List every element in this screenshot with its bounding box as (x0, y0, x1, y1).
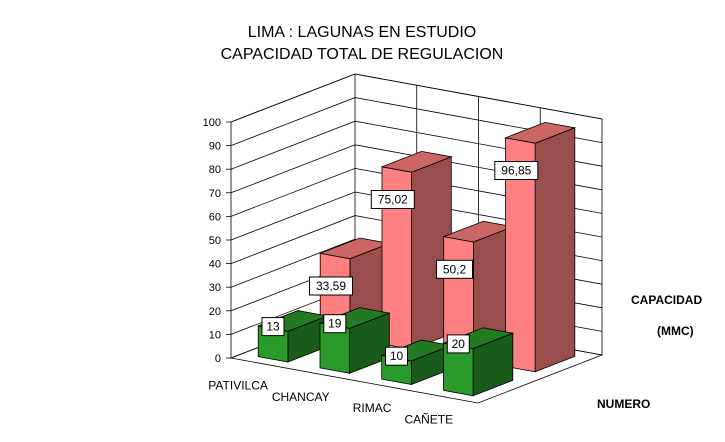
data-label-box (309, 276, 353, 296)
category-label: CAÑETE (404, 412, 453, 426)
bar-side (534, 127, 576, 373)
y-tick-label: 40 (209, 259, 221, 271)
bar-top (380, 150, 453, 173)
data-label-box (261, 317, 285, 337)
y-tick-label: 90 (209, 141, 221, 153)
category-label: PATIVILCA (208, 379, 268, 393)
chart-subtitle: CAPACIDAD TOTAL DE REGULACION (221, 46, 504, 63)
y-tick-label: 50 (209, 235, 221, 247)
series-label-numero: NUMERO (597, 397, 650, 411)
y-tick-label: 80 (209, 164, 221, 176)
y-tick-label: 100 (203, 117, 221, 129)
data-label: 75,02 (378, 193, 408, 207)
data-label-box (323, 314, 347, 334)
bar-top (504, 121, 577, 144)
data-label-box (494, 161, 539, 180)
data-label: 13 (266, 320, 280, 334)
data-label-box (446, 334, 470, 354)
y-tick-label: 0 (215, 353, 221, 365)
data-label: 96,85 (501, 164, 531, 178)
data-label: 33,59 (316, 279, 346, 293)
gridline (230, 97, 603, 146)
data-label-box (370, 190, 415, 209)
y-tick-label: 10 (209, 329, 221, 341)
gridline (230, 73, 603, 123)
category-label: CHANCAY (272, 390, 330, 404)
data-label: 50,2 (443, 262, 467, 276)
data-label-box (385, 346, 408, 366)
category-label: RIMAC (353, 401, 392, 415)
chart-title: LIMA : LAGUNAS EN ESTUDIO (248, 24, 477, 41)
y-tick-label: 20 (209, 306, 221, 318)
series-label-capacidad: CAPACIDAD (631, 293, 702, 307)
y-tick-label: 60 (209, 211, 221, 223)
y-tick-label: 30 (209, 282, 221, 294)
series-label-mmc: (MMC) (657, 324, 694, 338)
data-label: 20 (452, 337, 466, 351)
data-label: 10 (390, 349, 404, 363)
data-label: 19 (328, 317, 342, 331)
data-label-box (436, 259, 473, 279)
y-tick-label: 70 (209, 188, 221, 200)
